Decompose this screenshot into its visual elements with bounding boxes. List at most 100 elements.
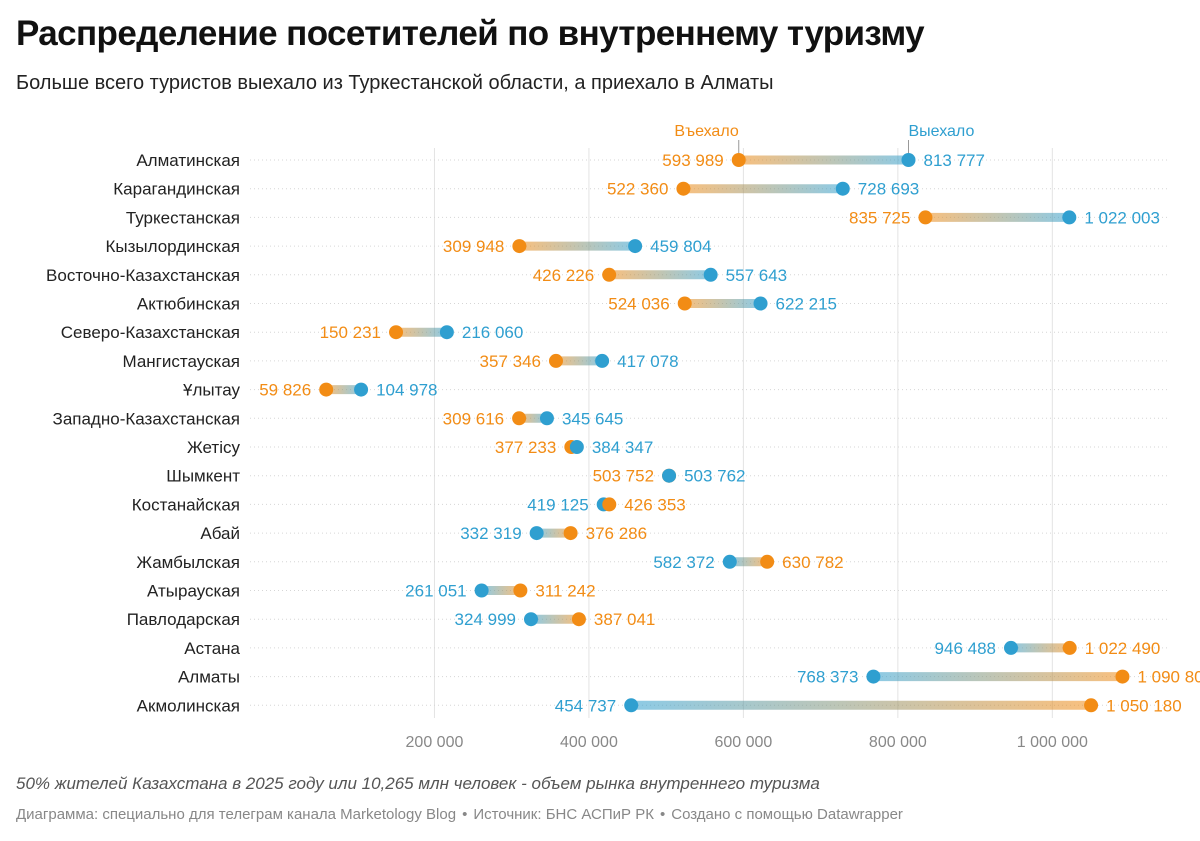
chart-row: Туркестанская 835 725 1 022 003 xyxy=(126,208,1167,227)
departed-dot xyxy=(474,583,489,598)
arrived-value-label: 503 752 xyxy=(593,467,654,486)
credit-source: Источник: БНС АСПиР РК xyxy=(473,806,654,823)
departed-value-label: 417 078 xyxy=(617,352,678,371)
x-tick-label: 200 000 xyxy=(406,734,464,751)
departed-value-label: 622 215 xyxy=(776,295,837,314)
chart-row: Жетісу 377 233 384 347 xyxy=(187,438,1167,457)
arrived-value-label: 59 826 xyxy=(259,381,311,400)
departed-value-label: 1 022 003 xyxy=(1084,208,1160,227)
credit-chart: Диаграмма: специально для телеграм канал… xyxy=(16,806,457,823)
departed-dot xyxy=(595,353,610,368)
row-label: Абай xyxy=(200,524,240,543)
credit-separator: • xyxy=(462,806,468,823)
arrived-value-label: 377 233 xyxy=(495,438,556,457)
arrived-value-label: 357 346 xyxy=(480,352,541,371)
arrived-dot xyxy=(389,325,404,340)
row-label: Западно-Казахстанская xyxy=(53,409,240,428)
arrived-value-label: 1 050 180 xyxy=(1106,696,1182,715)
row-label: Карагандинская xyxy=(113,180,240,199)
credit-separator: • xyxy=(659,806,666,823)
x-tick-label: 800 000 xyxy=(869,734,927,751)
chart-row: Карагандинская 522 360 728 693 xyxy=(113,180,1167,199)
arrived-dot xyxy=(602,267,617,282)
arrived-dot xyxy=(1115,669,1130,684)
grid-layer xyxy=(433,148,1053,718)
x-tick-label: 1 000 000 xyxy=(1017,734,1088,751)
row-label: Жамбылская xyxy=(136,553,240,572)
arrived-value-label: 1 022 490 xyxy=(1085,639,1161,658)
chart-row: Жамбылская 582 372 630 782 xyxy=(136,553,1167,572)
departed-dot xyxy=(354,382,369,397)
row-label: Кызылординская xyxy=(105,237,240,256)
footnote: 50% жителей Казахстана в 2025 году или 1… xyxy=(16,774,820,793)
departed-dot xyxy=(1003,640,1018,655)
chart-row: Абай 332 319 376 286 xyxy=(200,524,1167,543)
credit-line: Диаграмма: специально для телеграм канал… xyxy=(16,806,903,823)
chart-row: Костанайская 419 125 426 353 xyxy=(132,495,1167,514)
row-label: Актюбинская xyxy=(137,295,240,314)
arrived-dot xyxy=(512,239,527,254)
arrived-dot xyxy=(563,526,578,541)
departed-value-label: 728 693 xyxy=(858,180,919,199)
arrived-dot xyxy=(571,612,586,627)
legend: Въехало Выехало xyxy=(674,123,974,153)
departed-value-label: 324 999 xyxy=(455,610,516,629)
chart-row: Акмолинская 454 737 1 050 180 xyxy=(137,696,1182,715)
departed-dot xyxy=(662,468,677,483)
arrived-value-label: 593 989 xyxy=(662,151,723,170)
arrived-value-label: 311 242 xyxy=(535,582,595,601)
chart-row: Атырауская 261 051 311 242 xyxy=(147,582,1167,601)
legend-arrived: Въехало xyxy=(674,123,738,140)
arrived-value-label: 524 036 xyxy=(608,295,669,314)
arrived-dot xyxy=(602,497,617,512)
arrived-dot xyxy=(677,296,692,311)
arrived-dot xyxy=(760,554,775,569)
arrived-dot xyxy=(1084,698,1099,713)
arrived-value-label: 309 616 xyxy=(443,409,504,428)
row-label: Жетісу xyxy=(187,438,240,457)
row-label: Астана xyxy=(184,639,240,658)
departed-value-label: 332 319 xyxy=(460,524,521,543)
chart-row: Кызылординская 309 948 459 804 xyxy=(105,237,1167,256)
departed-dot xyxy=(1062,210,1077,225)
departed-value-label: 261 051 xyxy=(405,582,466,601)
row-label: Северо-Казахстанская xyxy=(61,323,240,342)
arrived-dot xyxy=(319,382,334,397)
departed-value-label: 345 645 xyxy=(562,409,623,428)
chart-row: Ұлытау 59 826 104 978 xyxy=(183,381,1167,400)
chart-row: Северо-Казахстанская 150 231 216 060 xyxy=(61,323,1167,342)
departed-value-label: 557 643 xyxy=(726,266,787,285)
arrived-value-label: 387 041 xyxy=(594,610,655,629)
departed-dot xyxy=(722,554,737,569)
arrived-value-label: 150 231 xyxy=(320,323,381,342)
departed-dot xyxy=(529,526,544,541)
arrived-value-label: 522 360 xyxy=(607,180,668,199)
departed-dot xyxy=(624,698,639,713)
row-label: Шымкент xyxy=(166,467,240,486)
row-label: Алматы xyxy=(178,668,240,687)
row-label: Атырауская xyxy=(147,582,240,601)
departed-value-label: 216 060 xyxy=(462,323,523,342)
arrived-dot xyxy=(1062,640,1077,655)
chart-row: Алматинская 593 989 813 777 xyxy=(136,151,1167,170)
departed-dot xyxy=(835,181,850,196)
arrived-value-label: 426 353 xyxy=(624,495,685,514)
row-label: Туркестанская xyxy=(126,208,240,227)
departed-dot xyxy=(703,267,718,282)
row-label: Ұлытау xyxy=(183,381,240,400)
chart-row: Павлодарская 324 999 387 041 xyxy=(127,610,1167,629)
row-label: Алматинская xyxy=(136,151,240,170)
arrived-value-label: 376 286 xyxy=(586,524,647,543)
departed-value-label: 419 125 xyxy=(527,495,588,514)
arrived-dot xyxy=(918,210,933,225)
chart-row: Актюбинская 524 036 622 215 xyxy=(137,295,1167,314)
credit-datawrapper: Создано с помощью Datawrapper xyxy=(671,806,903,823)
arrived-value-label: 309 948 xyxy=(443,237,504,256)
departed-dot xyxy=(901,153,916,167)
rows-layer: Алматинская 593 989 813 777 Карагандинская 5… xyxy=(46,151,1200,715)
chart-subtitle: Больше всего туристов выехало из Туркест… xyxy=(16,72,774,94)
chart-row: Алматы 768 373 1 090 807 xyxy=(178,668,1200,687)
row-label: Костанайская xyxy=(132,495,240,514)
row-label: Мангистауская xyxy=(122,352,240,371)
departed-value-label: 104 978 xyxy=(376,381,437,400)
